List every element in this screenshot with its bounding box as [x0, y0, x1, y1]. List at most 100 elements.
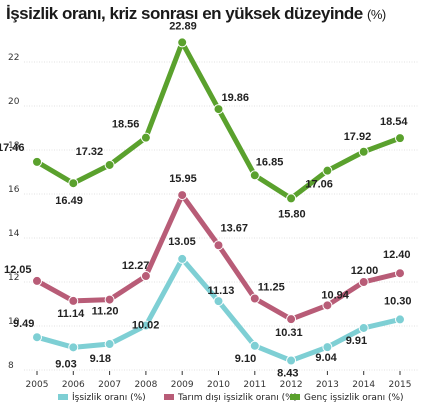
- data-point: [249, 170, 260, 181]
- data-point: [322, 300, 333, 311]
- data-label: 11.20: [92, 306, 119, 318]
- data-label: 10.02: [132, 320, 160, 332]
- data-label: 16.49: [55, 195, 83, 207]
- y-tick-label: 22: [8, 53, 19, 63]
- data-point: [140, 132, 151, 143]
- data-label: 9.03: [55, 358, 76, 370]
- data-label: 13.67: [221, 222, 249, 234]
- y-tick-label: 10: [8, 317, 20, 327]
- legend-layer: İşsizlik oranı (%) Tarım dışı işsizlik or…: [58, 392, 404, 403]
- chart-title-unit: (%): [367, 7, 386, 22]
- x-tick-label: 2009: [171, 380, 194, 390]
- data-point: [395, 133, 405, 144]
- x-tick-label: 2011: [243, 380, 266, 390]
- data-point: [140, 320, 151, 331]
- data-point: [395, 314, 405, 325]
- data-point: [32, 332, 42, 343]
- data-point: [213, 240, 224, 251]
- data-point: [286, 314, 297, 325]
- legend-label: Tarım dışı işsizlik oranı (%): [177, 393, 297, 403]
- data-label: 22.89: [169, 20, 197, 32]
- legend-label: Genç işsizlik oranı (%): [304, 393, 404, 403]
- axis-layer: 8 10 12 14 16 18 20 22 2005 2006 2007 2008 2009 2010 2…: [8, 53, 411, 390]
- x-tick-label: 2007: [98, 380, 121, 390]
- data-label: 11.25: [258, 282, 285, 294]
- data-point: [358, 322, 369, 333]
- x-tick-label: 2006: [62, 380, 85, 390]
- data-label: 9.91: [346, 335, 367, 347]
- y-tick-label: 8: [8, 361, 14, 371]
- data-label: 9.10: [235, 353, 256, 365]
- data-label: 9.49: [13, 318, 34, 330]
- data-label: 11.14: [57, 308, 85, 320]
- data-point: [322, 342, 333, 353]
- y-tick-label: 20: [8, 97, 20, 107]
- data-point: [104, 159, 115, 170]
- legend-label: İşsizlik oranı (%): [72, 392, 146, 403]
- x-tick-label: 2014: [352, 380, 375, 390]
- data-point: [177, 37, 188, 48]
- data-label: 13.05: [168, 236, 196, 248]
- legend-swatch: [58, 394, 68, 400]
- data-point: [249, 293, 260, 304]
- data-point: [177, 190, 188, 201]
- data-point: [358, 146, 369, 157]
- data-point: [358, 277, 369, 287]
- data-point: [322, 165, 333, 176]
- data-point: [68, 295, 79, 306]
- data-point: [249, 340, 260, 351]
- data-label: 12.05: [4, 264, 32, 276]
- data-label: 12.00: [351, 265, 379, 277]
- data-label: 17.32: [76, 146, 104, 158]
- data-label: 19.86: [222, 92, 250, 104]
- data-label: 17.06: [305, 179, 333, 191]
- x-tick-label: 2013: [316, 380, 339, 390]
- data-label: 17.92: [344, 131, 372, 143]
- series-line-2: [34, 39, 403, 201]
- data-point: [104, 339, 115, 350]
- data-label: 10.30: [384, 295, 412, 307]
- x-tick-label: 2005: [26, 380, 49, 390]
- data-point: [177, 253, 188, 264]
- grid-layer: [24, 61, 418, 371]
- data-point: [104, 294, 115, 305]
- data-label: 8.43: [277, 368, 298, 380]
- data-label: 17.46: [0, 142, 25, 154]
- data-label: 15.80: [278, 208, 306, 220]
- series-layer: [32, 37, 405, 366]
- y-tick-label: 16: [8, 185, 20, 195]
- y-tick-label: 14: [8, 229, 20, 239]
- data-point: [32, 156, 42, 167]
- data-label: 16.85: [256, 156, 284, 168]
- legend-swatch: [164, 394, 174, 400]
- data-point: [140, 271, 151, 282]
- x-tick-label: 2015: [389, 380, 412, 390]
- chart-title-text: İşsizlik oranı, kriz sonrası en yüksek d…: [6, 4, 363, 23]
- data-point: [286, 355, 297, 366]
- data-label: 12.40: [383, 249, 411, 261]
- data-label: 18.54: [380, 116, 408, 128]
- data-label: 12.27: [122, 260, 150, 272]
- x-tick-label: 2008: [134, 380, 157, 390]
- data-point: [395, 268, 405, 279]
- data-label: 9.18: [90, 353, 111, 365]
- data-point: [213, 104, 224, 115]
- x-tick-label: 2010: [207, 380, 230, 390]
- data-point: [68, 178, 79, 189]
- data-label: 18.56: [112, 119, 140, 131]
- data-label: 10.31: [275, 327, 303, 339]
- data-label: 10.94: [321, 289, 349, 301]
- data-point: [32, 275, 42, 286]
- x-tick-label: 2012: [280, 380, 303, 390]
- data-label: 9.04: [315, 352, 337, 364]
- data-point: [68, 342, 79, 353]
- data-point: [286, 193, 297, 204]
- data-label: 11.13: [208, 285, 235, 297]
- y-tick-label: 12: [8, 273, 19, 283]
- legend-swatch: [290, 394, 300, 400]
- data-point: [213, 296, 224, 307]
- chart-title: İşsizlik oranı, kriz sonrası en yüksek d…: [6, 4, 386, 24]
- label-layer: 9.49 9.03 9.18 10.02 13.05 11.13 9.10 8.43 9.04 9…: [0, 20, 412, 379]
- y-tick-label: 18: [8, 141, 20, 151]
